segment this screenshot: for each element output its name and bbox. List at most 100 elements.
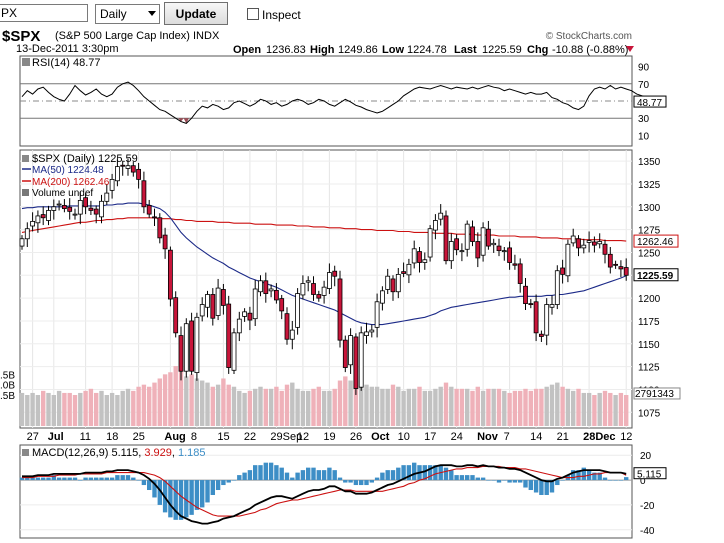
volume-bar	[512, 390, 518, 426]
volume-bar	[465, 388, 470, 426]
macd-histogram-bar	[157, 480, 162, 505]
macd-histogram-bar	[99, 477, 104, 481]
period-select[interactable]: Daily	[95, 4, 160, 24]
volume-bar	[162, 374, 168, 426]
price-tick-label: 1275	[638, 226, 661, 237]
low-label: Low	[382, 44, 404, 56]
price-candle	[544, 298, 550, 346]
volume-bar	[25, 395, 30, 426]
x-axis-label: 8	[191, 431, 197, 443]
symbol-input[interactable]	[0, 4, 88, 22]
volume-bar	[268, 388, 274, 426]
macd-histogram-bar	[19, 477, 25, 481]
volume-bar	[120, 390, 125, 426]
price-legend-ma200: MA(200) 1262.46	[32, 177, 110, 188]
x-axis-label: 12	[297, 431, 309, 443]
price-candle	[268, 284, 274, 298]
volume-swatch	[22, 189, 29, 196]
panel-toggle-icon[interactable]	[22, 155, 29, 162]
price-tick-label: 1350	[638, 157, 661, 168]
volume-bar	[19, 392, 25, 426]
macd-histogram-bar	[35, 477, 41, 481]
toolbar: Daily Update Inspect	[0, 0, 724, 28]
volume-bar	[274, 386, 279, 426]
volume-bar	[157, 378, 162, 426]
price-candle	[406, 258, 412, 284]
macd-histogram-bar	[401, 465, 406, 481]
price-candle	[220, 283, 226, 315]
volume-bar	[571, 390, 576, 426]
price-candle	[496, 238, 502, 257]
price-candle	[411, 240, 417, 269]
price-candle	[586, 231, 592, 253]
macd-histogram-bar	[258, 465, 263, 481]
volume-bar	[104, 395, 109, 426]
volume-value-box: 2791343	[633, 387, 681, 400]
volume-bar	[284, 384, 290, 426]
volume-bar	[131, 390, 136, 426]
x-axis-label: 27	[27, 431, 39, 443]
volume-bar	[406, 388, 412, 426]
volume-bar	[369, 386, 374, 426]
volume-bar	[306, 390, 311, 426]
price-candle	[125, 158, 131, 176]
price-candle	[120, 160, 126, 176]
macd-histogram-bar	[25, 477, 30, 481]
panel-toggle-icon[interactable]	[22, 449, 29, 456]
macd-legend-signal: 3.929	[144, 447, 172, 459]
macd-histogram-bar	[136, 480, 141, 481]
price-candle	[321, 280, 327, 304]
macd-histogram-bar	[67, 477, 72, 481]
ma200-line	[21, 217, 627, 242]
volume-bar	[597, 392, 602, 426]
price-candle	[358, 326, 364, 391]
macd-tick-label: 20	[640, 451, 652, 462]
price-candle	[104, 183, 110, 205]
chevron-down-icon	[148, 11, 156, 16]
macd-histogram-bar	[51, 475, 56, 481]
price-candle	[432, 214, 438, 240]
volume-bar	[226, 384, 231, 426]
volume-bar	[279, 390, 284, 426]
volume-bar	[30, 392, 35, 426]
price-candle	[348, 328, 354, 374]
volume-bar	[147, 386, 152, 426]
volume-bar	[475, 386, 480, 426]
macd-histogram-bar	[131, 477, 136, 481]
price-candle	[252, 279, 258, 326]
macd-histogram-bar	[608, 480, 613, 481]
volume-bar	[412, 388, 417, 426]
down-arrow-icon	[626, 46, 634, 52]
macd-histogram-bar	[242, 472, 247, 481]
rsi-line	[21, 81, 659, 124]
volume-bar	[215, 384, 221, 426]
macd-histogram-bar	[327, 467, 332, 481]
macd-histogram-bar	[613, 480, 618, 481]
volume-bar	[613, 395, 618, 426]
macd-histogram-bar	[581, 467, 586, 481]
macd-histogram-bar	[560, 480, 565, 481]
price-candle	[337, 270, 343, 348]
price-candle	[565, 239, 571, 283]
macd-histogram-bar	[390, 470, 396, 481]
price-candle	[592, 236, 597, 253]
inspect-checkbox[interactable]: Inspect	[247, 8, 301, 22]
macd-histogram-bar	[496, 480, 502, 483]
macd-histogram-bar	[533, 480, 539, 493]
price-candle	[236, 311, 242, 342]
rsi-current-box: 48.77	[633, 95, 667, 109]
macd-legend-hist: 1.185	[178, 447, 206, 459]
ma200-value-box: 1262.46	[633, 234, 679, 248]
price-candle	[19, 235, 25, 250]
macd-histogram-bar	[226, 480, 231, 483]
volume-tick-label: .5B	[0, 391, 15, 402]
update-button[interactable]: Update	[164, 2, 228, 25]
volume-bar	[374, 386, 380, 426]
volume-bar	[555, 382, 560, 426]
volume-bar	[343, 376, 348, 426]
panel-toggle-icon[interactable]	[22, 58, 30, 66]
price-candle	[40, 206, 46, 226]
macd-histogram-bar	[168, 480, 173, 518]
volume-bar	[152, 382, 157, 426]
macd-histogram-bar	[602, 477, 608, 481]
